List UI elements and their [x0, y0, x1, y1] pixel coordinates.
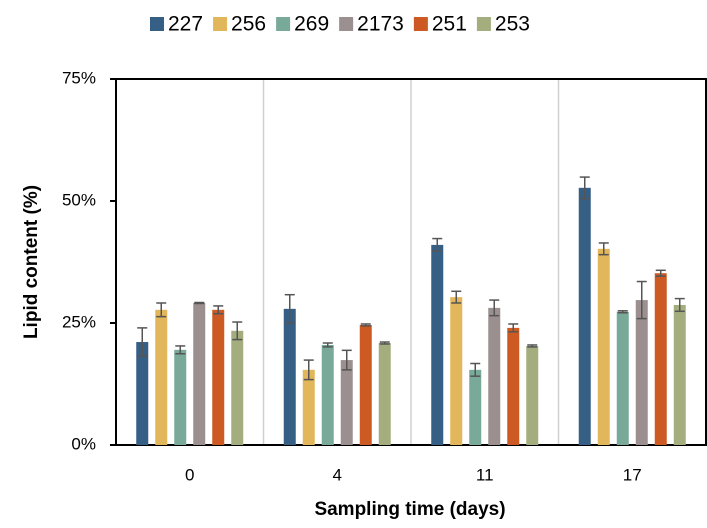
legend-swatch — [413, 17, 428, 31]
error-bar — [194, 301, 205, 305]
error-bar — [175, 345, 186, 355]
bar — [302, 369, 315, 445]
error-bar — [284, 293, 295, 324]
error-bar — [674, 297, 685, 313]
x-tick-label: 17 — [623, 465, 642, 484]
error-bar — [598, 242, 609, 256]
bar — [469, 369, 482, 445]
error-bar — [303, 359, 314, 381]
bar — [378, 343, 391, 445]
bar — [155, 309, 168, 445]
x-tick-label: 11 — [476, 465, 494, 484]
legend-swatch — [339, 17, 354, 31]
error-bar — [470, 362, 481, 377]
bar — [136, 342, 149, 445]
error-bar — [341, 349, 352, 371]
bar — [431, 244, 444, 445]
error-bar — [655, 269, 666, 277]
legend-swatch — [276, 17, 291, 31]
error-bar — [137, 327, 148, 357]
bar — [654, 273, 667, 445]
legend-swatch — [213, 17, 228, 31]
legend-label: 227 — [168, 13, 203, 36]
legend-swatch — [150, 17, 164, 31]
bar — [212, 309, 225, 445]
bar — [635, 300, 648, 445]
error-bar — [322, 342, 333, 348]
bar — [193, 302, 206, 445]
bar — [578, 187, 591, 445]
x-tick-label: 4 — [333, 465, 342, 484]
error-bar — [508, 323, 519, 333]
legend-label: 253 — [495, 13, 530, 36]
error-bar — [451, 290, 462, 304]
error-bar — [579, 176, 590, 200]
bar — [673, 304, 686, 445]
bar — [488, 307, 501, 445]
error-bar — [379, 341, 390, 345]
error-bar — [489, 299, 500, 317]
y-tick-label: 25% — [62, 312, 96, 331]
bar — [359, 324, 372, 445]
bar — [450, 297, 463, 445]
legend-label: 251 — [432, 13, 467, 36]
error-bar — [213, 305, 224, 315]
x-tick-label: 0 — [185, 465, 194, 484]
y-tick-label: 50% — [62, 190, 96, 209]
error-bar — [636, 280, 647, 320]
y-axis-title: Lipid content (%) — [21, 185, 42, 339]
plot-frame — [115, 78, 707, 446]
bar — [321, 344, 334, 445]
x-axis-title: Sampling time (days) — [314, 499, 505, 520]
bar — [231, 330, 244, 445]
error-bar — [156, 302, 167, 318]
error-bar — [432, 237, 443, 253]
legend-label: 256 — [231, 13, 266, 36]
error-bar — [360, 323, 371, 327]
legend-swatch — [476, 17, 491, 31]
legend-label: 269 — [294, 13, 329, 36]
bar — [283, 308, 296, 445]
error-bar — [527, 344, 538, 348]
bar — [340, 360, 353, 445]
bar — [597, 248, 610, 445]
error-bar — [232, 321, 243, 341]
error-bar — [617, 310, 628, 314]
legend-label: 2173 — [357, 13, 404, 36]
y-tick-label: 0% — [71, 434, 96, 453]
y-tick-label: 75% — [62, 68, 96, 87]
bar — [174, 349, 187, 445]
bar — [526, 345, 539, 445]
bar — [507, 327, 520, 445]
bar — [616, 311, 629, 445]
